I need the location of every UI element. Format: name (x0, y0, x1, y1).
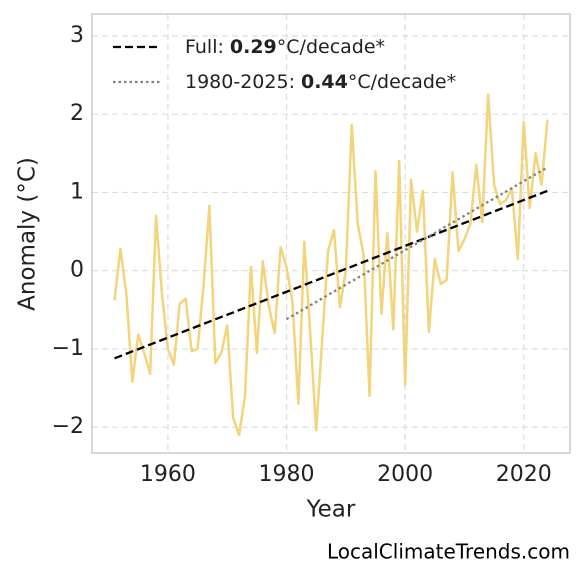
y-tick-label: −2 (52, 414, 84, 439)
series-line (114, 189, 548, 360)
x-tick-label: 1960 (140, 462, 196, 487)
y-axis-label: Anomaly (°C) (15, 157, 41, 311)
plot-frame (91, 13, 571, 454)
legend-slope: 0.44 (301, 71, 348, 93)
y-tick-label: 2 (70, 101, 84, 126)
series-line (285, 166, 549, 321)
series-line (113, 93, 549, 437)
legend-name: Full: (185, 36, 224, 58)
legend-name: 1980-2025: (185, 71, 295, 93)
legend-label: Full: 0.29°C/decade* (185, 36, 385, 58)
y-tick-label: 0 (70, 258, 84, 283)
y-tick-label: −1 (52, 336, 84, 361)
legend-unit: °C/decade* (277, 36, 385, 58)
watermark: LocalClimateTrends.com (327, 540, 570, 564)
legend-unit: °C/decade* (348, 71, 456, 93)
y-tick-label: 3 (70, 23, 84, 48)
x-tick-label: 2000 (377, 462, 433, 487)
legend-label: 1980-2025: 0.44°C/decade* (185, 71, 456, 93)
y-tick-label: 1 (70, 179, 84, 204)
x-axis-label: Year (306, 497, 356, 523)
legend-slope: 0.29 (230, 36, 277, 58)
x-tick-label: 2020 (496, 462, 552, 487)
x-tick-label: 1980 (259, 462, 315, 487)
